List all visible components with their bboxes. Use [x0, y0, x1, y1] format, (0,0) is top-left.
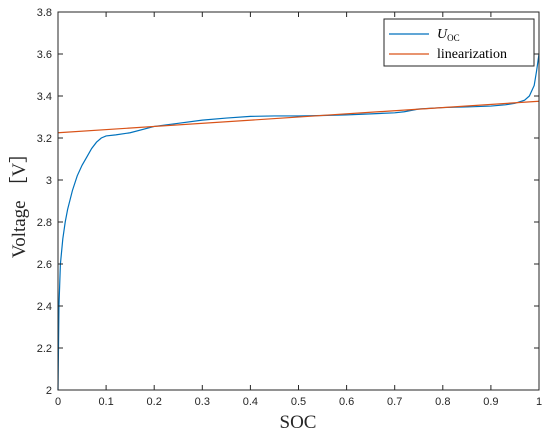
y-tick-label: 2: [46, 385, 52, 397]
x-tick-label: 0.4: [243, 396, 258, 408]
ticks: 0 0.1 0.2 0.3 0.4 0.5 0.6 0.7 0.8 0.9 1 2 2.2 2.4 2.6 2…: [37, 7, 542, 408]
y-axis-title: Voltage ［V］: [8, 144, 30, 258]
y-tick-label: 2.6: [37, 259, 52, 271]
legend: UOC linearization: [383, 18, 535, 67]
x-tick-label: 0.3: [195, 396, 210, 408]
plot-content: [57, 53, 540, 391]
x-tick-label: 0: [55, 396, 61, 408]
x-tick-label: 0.1: [98, 396, 113, 408]
y-tick-label: 3.8: [37, 7, 52, 19]
legend-label-uoc-sub: OC: [447, 33, 460, 43]
y-tick-label: 2.2: [37, 343, 52, 355]
x-tick-label: 0.2: [147, 396, 162, 408]
legend-label-linearization: linearization: [437, 47, 507, 62]
legend-label-uoc: UOC: [437, 27, 460, 43]
x-axis-title: SOC: [280, 412, 317, 433]
axes-box: [57, 11, 540, 391]
x-tick-label: 1: [536, 396, 542, 408]
legend-label-uoc-main: U: [437, 27, 448, 42]
x-tick-label: 0.5: [291, 396, 306, 408]
y-tick-label: 3.4: [37, 91, 52, 103]
y-tick-label: 2.8: [37, 217, 52, 229]
legend-box: [383, 18, 535, 67]
series-line-linearization: [57, 100, 540, 134]
y-tick-label: 3.6: [37, 49, 52, 61]
y-tick-label: 3: [46, 175, 52, 187]
x-tick-label: 0.9: [483, 396, 498, 408]
x-tick-label: 0.7: [387, 396, 402, 408]
x-tick-label: 0.8: [435, 396, 450, 408]
series-line-uoc: [57, 53, 540, 391]
x-tick-label: 0.6: [339, 396, 354, 408]
y-tick-label: 2.4: [37, 301, 52, 313]
y-tick-label: 3.2: [37, 133, 52, 145]
